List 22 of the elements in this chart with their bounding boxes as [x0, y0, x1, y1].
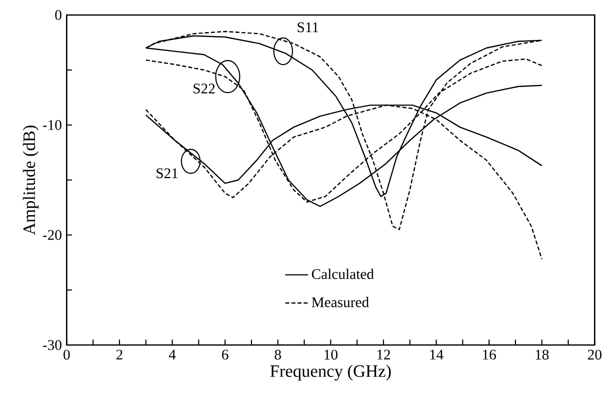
x-tick-label: 4 — [168, 350, 176, 360]
y-tick-label: 0 — [55, 10, 62, 20]
y-tick-label: -20 — [42, 230, 62, 240]
x-tick-label: 6 — [222, 350, 228, 360]
y-tick-label: -30 — [42, 340, 62, 350]
legend-label: Calculated — [312, 268, 374, 280]
x-tick-label: 0 — [64, 350, 70, 360]
annotation: S21 — [156, 168, 178, 178]
x-tick-label: 18 — [536, 350, 549, 360]
x-tick-label: 16 — [483, 350, 496, 360]
y-axis-title: Amplitude (dB) — [22, 126, 39, 235]
x-tick-label: 14 — [430, 350, 444, 360]
x-tick-label: 20 — [588, 350, 602, 360]
x-tick-label: 10 — [324, 350, 338, 360]
annotation: S11 — [298, 22, 318, 32]
legend-label: Measured — [312, 296, 369, 308]
x-axis-title: Frequency (GHz) — [270, 364, 391, 381]
x-tick-label: 2 — [116, 350, 122, 360]
x-tick-label: 12 — [377, 350, 390, 360]
y-tick-label: -10 — [42, 120, 62, 130]
x-tick-label: 8 — [274, 350, 281, 360]
annotation: S22 — [194, 84, 215, 94]
